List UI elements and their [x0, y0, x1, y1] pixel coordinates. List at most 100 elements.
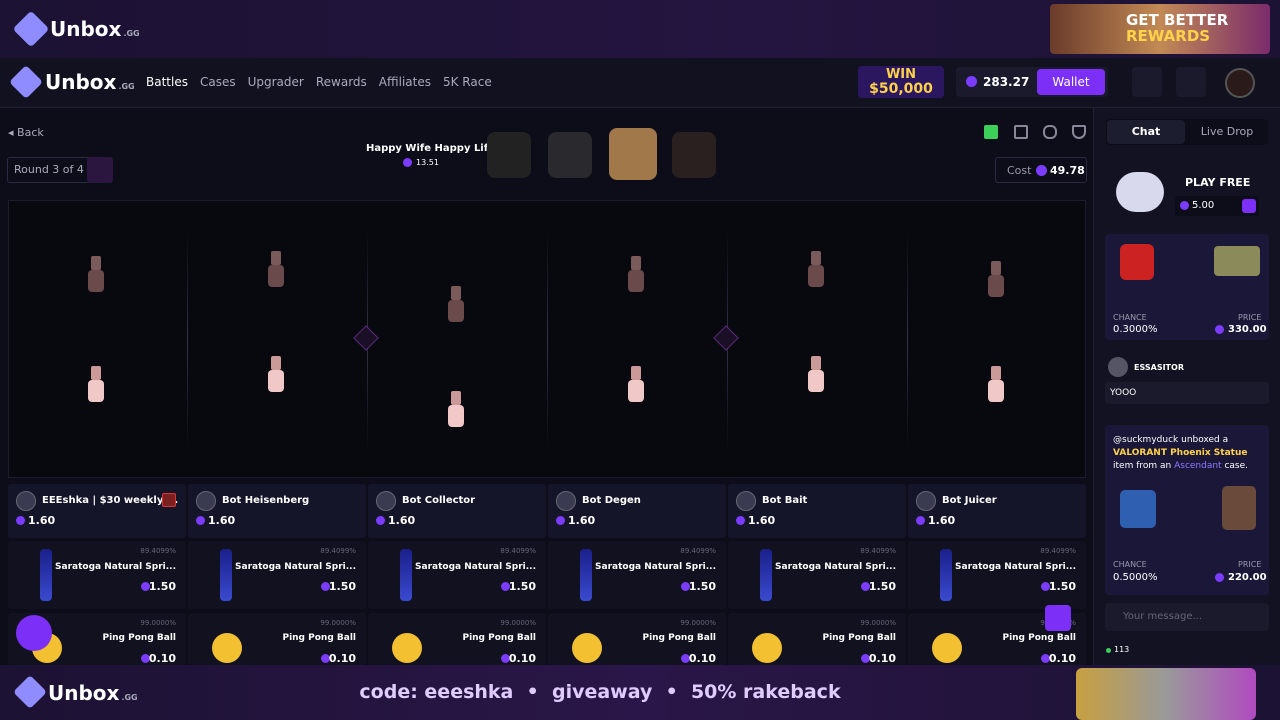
- coin-icon: [916, 516, 925, 525]
- player-total: 1.60: [388, 514, 416, 527]
- chance-value: 0.3000%: [1113, 324, 1158, 335]
- cost-value: 49.78: [1050, 164, 1085, 177]
- bottle-body: [268, 265, 284, 287]
- bottle-body: [808, 370, 824, 392]
- player-header: [908, 484, 1086, 538]
- coin-icon: [1215, 325, 1224, 334]
- bottle-body: [268, 370, 284, 392]
- promo-text: GET BETTER REWARDS: [1126, 12, 1228, 44]
- player-header: [548, 484, 726, 538]
- player-total: 1.60: [928, 514, 956, 527]
- fair-button[interactable]: [1072, 125, 1086, 139]
- item-image: [760, 549, 772, 601]
- player-avatar: [196, 491, 216, 511]
- nav-link[interactable]: Rewards: [315, 75, 367, 89]
- item-name: Ping Pong Ball: [102, 633, 176, 643]
- coin-icon: [321, 582, 330, 591]
- player-avatar: [16, 491, 36, 511]
- sound-button[interactable]: [984, 125, 998, 139]
- logo-text: Unbox: [48, 681, 120, 705]
- tab[interactable]: Live Drop: [1200, 125, 1254, 138]
- price-value: 330.00: [1228, 324, 1267, 335]
- bottle-cap: [451, 286, 461, 300]
- logo[interactable]: Unbox .GG: [45, 70, 135, 94]
- cart-button[interactable]: [1132, 67, 1162, 97]
- bottle-body: [448, 405, 464, 427]
- item-chance: 89.4099%: [140, 547, 176, 555]
- item-price: 1.50: [688, 580, 716, 593]
- item-image: [580, 549, 592, 601]
- unbox-word: case.: [1224, 461, 1249, 471]
- bottle-body: [628, 380, 644, 402]
- player-header: [8, 484, 186, 538]
- coin-icon: [1215, 573, 1224, 582]
- item-chance: 89.4099%: [680, 547, 716, 555]
- drop-item-image: [1120, 490, 1156, 528]
- logo-suffix: .GG: [123, 29, 140, 38]
- bottle-cap: [271, 356, 281, 370]
- item-price: 0.10: [868, 652, 896, 665]
- scroll-button[interactable]: [1045, 605, 1071, 631]
- item-price: 0.10: [508, 652, 536, 665]
- wallet-button[interactable]: Wallet: [1037, 69, 1105, 95]
- item-card: [188, 541, 366, 609]
- coin-icon: [861, 582, 870, 591]
- online-count: 113: [1114, 645, 1130, 654]
- coin-icon: [1036, 165, 1047, 176]
- item-name: Saratoga Natural Spri...: [595, 562, 716, 572]
- link-button[interactable]: [1043, 125, 1057, 139]
- item-chance: 99.0000%: [500, 619, 536, 627]
- kick-button[interactable]: [162, 493, 176, 507]
- notify-button[interactable]: [1176, 67, 1206, 97]
- nav-link[interactable]: Affiliates: [378, 75, 431, 89]
- item-image: [212, 633, 242, 663]
- bottle-body: [988, 275, 1004, 297]
- coin-icon: [196, 516, 205, 525]
- item-card: [908, 541, 1086, 609]
- back-link[interactable]: ◂ Back: [8, 126, 44, 139]
- nav-link[interactable]: Battles: [146, 75, 188, 89]
- avatar[interactable]: [1225, 68, 1255, 98]
- item-price: 0.10: [148, 652, 176, 665]
- bottle-body: [628, 270, 644, 292]
- player-avatar: [736, 491, 756, 511]
- player-name: Bot Juicer: [942, 495, 997, 506]
- player-total: 1.60: [28, 514, 56, 527]
- cost-label: Cost: [1007, 164, 1032, 177]
- nav-link[interactable]: Cases: [199, 75, 236, 89]
- item-price: 1.50: [1048, 580, 1076, 593]
- chat-fab[interactable]: [16, 615, 52, 651]
- nav-link[interactable]: 5K Race: [442, 75, 492, 89]
- coin-icon: [1041, 654, 1050, 663]
- chat-input[interactable]: Your message...: [1105, 603, 1269, 631]
- drop-item-image: [1120, 244, 1154, 280]
- online-dot: [1106, 648, 1111, 653]
- share-button[interactable]: [1014, 125, 1028, 139]
- bottle-cap: [631, 256, 641, 270]
- coin-icon: [321, 654, 330, 663]
- item-chance: 89.4099%: [500, 547, 536, 555]
- item-price: 0.10: [1048, 652, 1076, 665]
- player-total: 1.60: [748, 514, 776, 527]
- coin-icon: [681, 582, 690, 591]
- player-avatar: [556, 491, 576, 511]
- logo-suffix: .GG: [118, 82, 135, 91]
- item-image: [572, 633, 602, 663]
- claim-button[interactable]: [1242, 199, 1256, 213]
- player-header: [368, 484, 546, 538]
- win-badge[interactable]: WIN $50,000: [858, 66, 944, 98]
- item-card: [728, 541, 906, 609]
- bottle-body: [88, 380, 104, 402]
- item-name: Ping Pong Ball: [282, 633, 356, 643]
- reel-divider: [547, 231, 548, 451]
- promo-banner[interactable]: [1050, 4, 1270, 54]
- coin-icon: [376, 516, 385, 525]
- item-image: [940, 549, 952, 601]
- case-image: [672, 132, 716, 178]
- item-chance: 99.0000%: [860, 619, 896, 627]
- item-price: 0.10: [688, 652, 716, 665]
- nav-link[interactable]: Upgrader: [247, 75, 304, 89]
- tab[interactable]: Chat: [1107, 120, 1185, 144]
- chance-label: CHANCE: [1113, 560, 1147, 569]
